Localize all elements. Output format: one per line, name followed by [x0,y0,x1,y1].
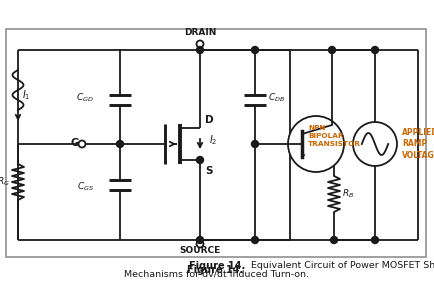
Circle shape [288,116,344,172]
Text: D: D [205,115,214,125]
Circle shape [251,237,259,244]
Circle shape [197,157,204,164]
Text: DRAIN: DRAIN [184,28,216,37]
Text: $C_{GD}$: $C_{GD}$ [76,92,94,104]
Text: $R_G$: $R_G$ [0,176,10,188]
Circle shape [197,237,204,244]
Circle shape [329,46,335,53]
Text: APPLIED
RAMP
VOLTAGE: APPLIED RAMP VOLTAGE [402,128,434,160]
Circle shape [353,122,397,166]
Text: $C_{DB}$: $C_{DB}$ [268,92,285,104]
Text: Figure 14.: Figure 14. [187,265,243,275]
Text: G: G [70,138,79,148]
Text: Equivalent Circuit of Power MOSFET Showing Two Possible: Equivalent Circuit of Power MOSFET Showi… [251,262,434,270]
Text: $R_B$: $R_B$ [342,188,354,200]
Text: Mechanisms for dv/dt Induced Turn-on.: Mechanisms for dv/dt Induced Turn-on. [125,270,309,279]
Circle shape [197,241,204,248]
Text: $I_1$: $I_1$ [22,88,30,102]
Text: S: S [205,166,213,176]
Circle shape [197,46,204,53]
Circle shape [372,237,378,244]
Text: SOURCE: SOURCE [179,246,220,255]
Text: NPN
BIPOLAR
TRANSISTOR: NPN BIPOLAR TRANSISTOR [308,126,361,147]
Circle shape [251,46,259,53]
Circle shape [116,140,124,147]
Text: $C_{GS}$: $C_{GS}$ [77,181,94,193]
FancyBboxPatch shape [6,29,426,257]
Text: $I_2$: $I_2$ [209,133,217,147]
Circle shape [251,140,259,147]
Circle shape [197,41,204,48]
Circle shape [331,237,338,244]
Circle shape [372,46,378,53]
Text: Figure 14.: Figure 14. [189,261,245,271]
Circle shape [79,140,85,147]
